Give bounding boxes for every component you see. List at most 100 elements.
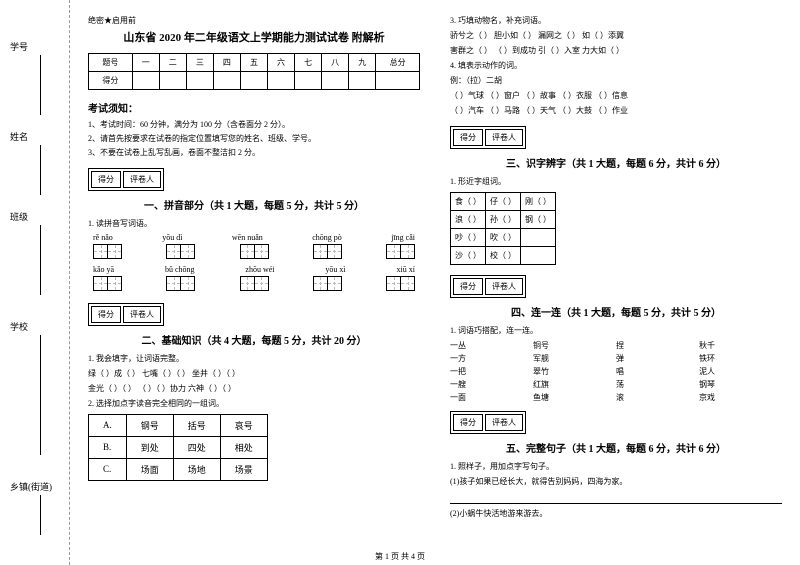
th: 七 [295, 54, 322, 72]
match-item: 一艘 [450, 379, 533, 390]
score-box: 得分 评卷人 [450, 411, 526, 434]
char-compare-table: 食（ ）仔（ ）刚（ ） 浪（ ）孙（ ）钢（ ） 吵（ ）吹（ ） 沙（ ）校… [450, 192, 556, 265]
right-column: 3. 巧填动物名，补充词语。 骄兮之（ ） 胆小如（ ） 漏网之（ ） 如（ ）… [435, 15, 790, 560]
question-line: 例：（拉）二胡 [450, 75, 782, 87]
score-label: 得分 [453, 414, 483, 431]
match-item: 秋千 [699, 340, 782, 351]
td [521, 229, 556, 247]
pinyin: rě nǎo [93, 233, 113, 242]
match-row: 一丛铜号捏秋千 [450, 340, 782, 351]
td: 仔（ ） [486, 193, 521, 211]
sidebar-line [40, 335, 41, 455]
tianzige-box [400, 276, 415, 291]
tianzige-box [254, 276, 269, 291]
sidebar-label-name: 姓名 [10, 130, 28, 143]
question-line: 金光（ ）（ ） （ ）（ ）协力 六神（ ）（ ） [88, 383, 420, 395]
question-line: 骄兮之（ ） 胆小如（ ） 漏网之（ ） 如（ ）添翼 [450, 30, 782, 42]
grader-label: 评卷人 [485, 278, 523, 295]
tianzige-box [240, 276, 255, 291]
question-text: 4. 填表示动作的词。 [450, 60, 782, 72]
sidebar-line [40, 495, 41, 535]
question-line: （ ）气球 （ ）窗户 （ ）故事 （ ）衣服 （ ）信息 [450, 90, 782, 102]
match-item: 翠竹 [533, 366, 616, 377]
tianzige-box [254, 244, 269, 259]
tianzige-box [180, 276, 195, 291]
sidebar-label-id: 学号 [10, 40, 28, 53]
table-row: 浪（ ）孙（ ）钢（ ） [451, 211, 556, 229]
pinyin: zhōu wéi [245, 265, 274, 274]
notice-title: 考试须知： [88, 100, 420, 115]
page-footer: 第 1 页 共 4 页 [0, 551, 800, 562]
td: 吹（ ） [486, 229, 521, 247]
choice-label: C. [89, 458, 127, 480]
question-text: 2. 选择加点字读音完全相同的一组词。 [88, 398, 420, 410]
th: 一 [132, 54, 159, 72]
th: 总分 [376, 54, 420, 72]
match-item: 捏 [616, 340, 699, 351]
score-label: 得分 [453, 129, 483, 146]
question-text: 1. 读拼音写词语。 [88, 218, 420, 230]
question-text: 1. 词语巧搭配，连一连。 [450, 325, 782, 337]
td: 孙（ ） [486, 211, 521, 229]
tianzige-box [313, 276, 328, 291]
main-content: 绝密★启用前 山东省 2020 年二年级语文上学期能力测试试卷 附解析 题号 一… [70, 0, 800, 565]
sidebar-line [40, 225, 41, 295]
question-sub: (1)孩子如果已经长大，就得告别妈妈，四海为家。 [450, 476, 782, 488]
match-row: 一把翠竹唱泥人 [450, 366, 782, 377]
score-label: 得分 [91, 306, 121, 323]
exam-title: 山东省 2020 年二年级语文上学期能力测试试卷 附解析 [88, 29, 420, 45]
choice: 到处 [126, 436, 173, 458]
choice: 四处 [173, 436, 220, 458]
choice-table: A.钢号括号哀号 B.到处四处相处 C.场面场地场景 [88, 414, 268, 481]
grader-label: 评卷人 [123, 306, 161, 323]
match-item: 红旗 [533, 379, 616, 390]
tianzige-box [107, 244, 122, 259]
notice-item: 2、请首先按要求在试卷的指定位置填写您的姓名、班级、学号。 [88, 133, 420, 144]
match-item: 唱 [616, 366, 699, 377]
th: 四 [213, 54, 240, 72]
tianzige-row [88, 244, 420, 259]
score-box: 得分 评卷人 [450, 126, 526, 149]
match-item: 一把 [450, 366, 533, 377]
question-line: （ ）汽车 （ ）马路 （ ）天气 （ ）大鼓 （ ）作业 [450, 105, 782, 117]
th: 二 [159, 54, 186, 72]
th: 三 [186, 54, 213, 72]
tianzige-row [88, 276, 420, 291]
match-row: 一艘红旗荡钢琴 [450, 379, 782, 390]
section-5-title: 五、完整句子（共 1 大题，每题 6 分，共计 6 分） [450, 440, 782, 455]
choice-label: B. [89, 436, 127, 458]
tianzige-box [327, 244, 342, 259]
section-4-title: 四、连一连（共 1 大题，每题 5 分，共计 5 分） [450, 304, 782, 319]
match-item: 泥人 [699, 366, 782, 377]
tianzige-box [93, 244, 108, 259]
th: 题号 [89, 54, 133, 72]
pinyin: kǎo yā [93, 265, 114, 274]
section-1-title: 一、拼音部分（共 1 大题，每题 5 分，共计 5 分） [88, 197, 420, 212]
score-label: 得分 [91, 171, 121, 188]
section-3-title: 三、识字辨字（共 1 大题，每题 6 分，共计 6 分） [450, 155, 782, 170]
pinyin: yōu xì [325, 265, 345, 274]
td: 浪（ ） [451, 211, 486, 229]
question-line: 害群之（ ） （ ）到成功 引（ ）入室 力大如（ ） [450, 45, 782, 57]
choice: 场地 [173, 458, 220, 480]
td [521, 247, 556, 265]
td: 沙（ ） [451, 247, 486, 265]
match-item: 鱼塘 [533, 392, 616, 403]
th: 六 [268, 54, 295, 72]
notice-item: 3、不要在试卷上乱写乱画，卷面不整洁扣 2 分。 [88, 147, 420, 158]
td: 得分 [89, 72, 133, 90]
grader-label: 评卷人 [485, 414, 523, 431]
match-row: 一方军舰弹铁环 [450, 353, 782, 364]
match-item: 荡 [616, 379, 699, 390]
grader-label: 评卷人 [485, 129, 523, 146]
match-item: 铜号 [533, 340, 616, 351]
pinyin: bǔ chōng [165, 265, 195, 274]
match-item: 京戏 [699, 392, 782, 403]
table-row: 得分 [89, 72, 420, 90]
pinyin: jīng cǎi [391, 233, 415, 242]
question-text: 1. 形近字组词。 [450, 176, 782, 188]
tianzige-box [107, 276, 122, 291]
match-row: 一面鱼塘滚京戏 [450, 392, 782, 403]
tianzige-box [386, 244, 401, 259]
td: 校（ ） [486, 247, 521, 265]
